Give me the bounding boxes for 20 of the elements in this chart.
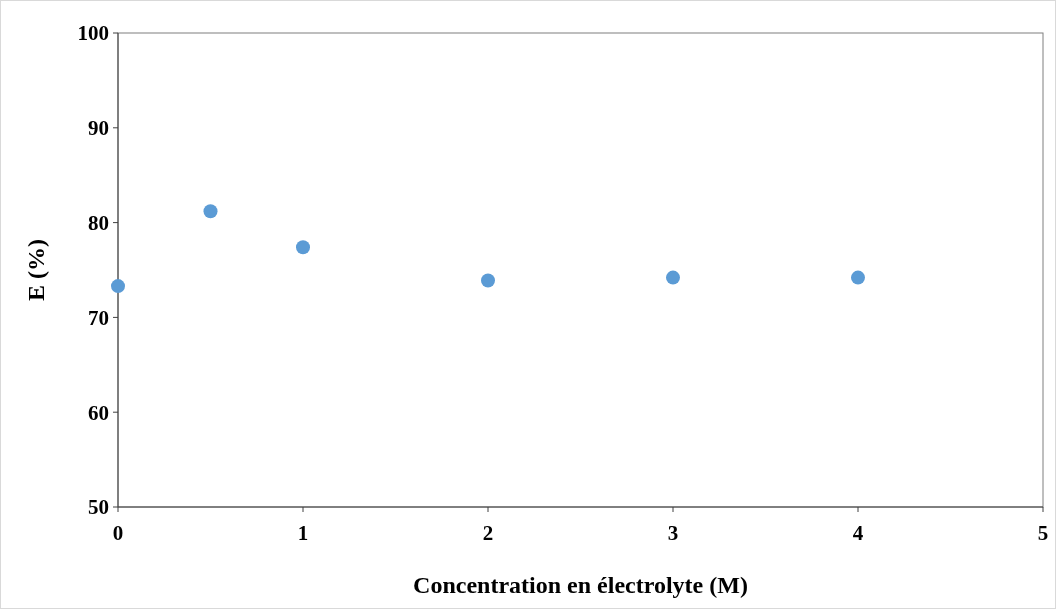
y-tick-label: 90: [88, 116, 109, 141]
x-tick-label: 4: [852, 521, 864, 545]
y-tick-label: 60: [88, 400, 109, 425]
y-tick-label: 50: [88, 495, 109, 520]
y-tick-label: 100: [77, 21, 109, 46]
x-tick-label: 1: [297, 521, 309, 545]
point: [481, 273, 495, 288]
y-tick-label: 70: [88, 305, 109, 330]
x-tick-label: 3: [667, 521, 679, 545]
y-axis-title: E (%): [23, 239, 49, 301]
x-tick-label: 2: [482, 521, 494, 545]
point: [203, 204, 218, 219]
point: [111, 279, 125, 294]
x-axis-title: Concentration en électrolyte (M): [413, 572, 748, 598]
point: [666, 270, 680, 285]
x-tick-label: 0: [112, 521, 124, 545]
y-tick-label: 80: [88, 210, 109, 235]
x-tick-label: 5: [1037, 521, 1049, 545]
point: [851, 270, 865, 285]
point: [296, 240, 310, 255]
